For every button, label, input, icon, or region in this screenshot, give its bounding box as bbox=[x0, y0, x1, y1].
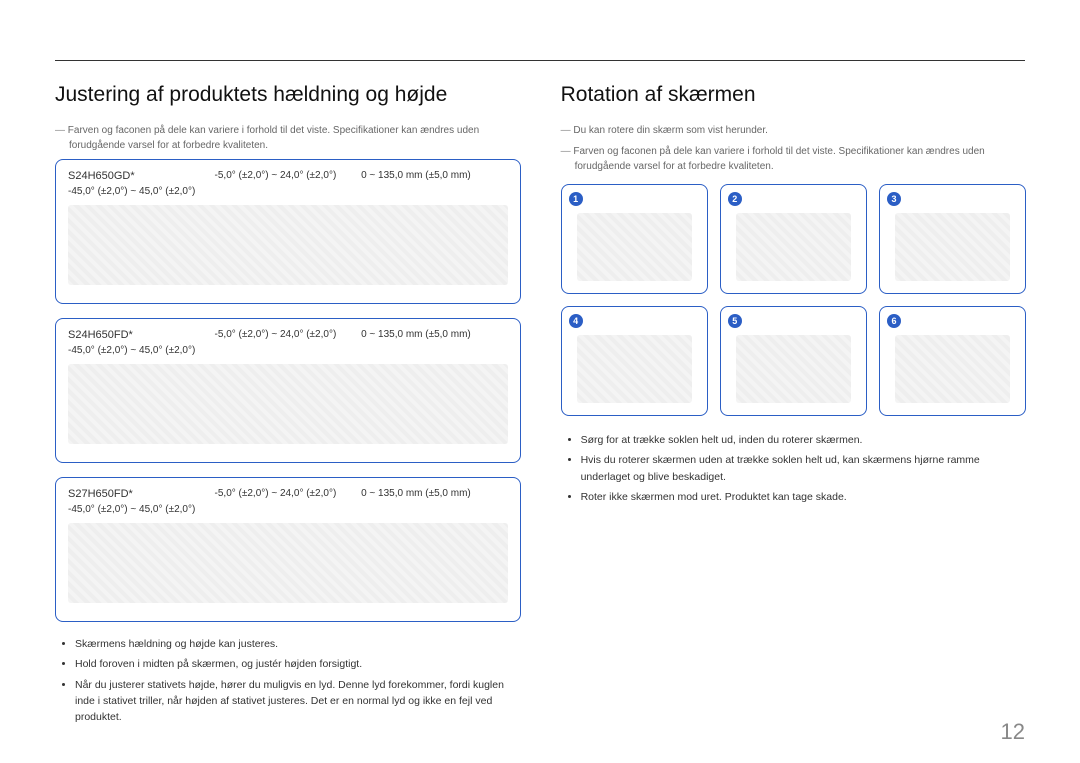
rotation-step-grid: 1 2 3 4 5 6 bbox=[561, 184, 1027, 416]
swivel-1: -45,0° (±2,0°) ~ 45,0° (±2,0°) bbox=[68, 345, 215, 356]
model-code-0: S24H650GD* bbox=[68, 170, 215, 182]
right-note-0: Du kan rotere din skærm som vist herunde… bbox=[561, 123, 1027, 138]
right-bullets: Sørg for at trække soklen helt ud, inden… bbox=[561, 432, 1027, 505]
adjustment-diagram-2 bbox=[68, 523, 508, 603]
tilt-0: -5,0° (±2,0°) ~ 24,0° (±2,0°) bbox=[215, 170, 362, 181]
swivel-2: -45,0° (±2,0°) ~ 45,0° (±2,0°) bbox=[68, 504, 215, 515]
model-code-2: S27H650FD* bbox=[68, 488, 215, 500]
rotation-diagram-4 bbox=[577, 335, 692, 403]
left-heading: Justering af produktets hældning og højd… bbox=[55, 83, 521, 107]
left-note-0: Farven og faconen på dele kan variere i … bbox=[55, 123, 521, 153]
step-number-3: 3 bbox=[887, 192, 901, 206]
swivel-0: -45,0° (±2,0°) ~ 45,0° (±2,0°) bbox=[68, 186, 215, 197]
left-bullets: Skærmens hældning og højde kan justeres.… bbox=[55, 636, 521, 725]
spec-box-0: S24H650GD* -45,0° (±2,0°) ~ 45,0° (±2,0°… bbox=[55, 159, 521, 304]
right-bullet-1: Hvis du roterer skærmen uden at trække s… bbox=[581, 452, 1027, 485]
rotation-step-2: 2 bbox=[720, 184, 867, 294]
tilt-1: -5,0° (±2,0°) ~ 24,0° (±2,0°) bbox=[215, 329, 362, 340]
step-number-2: 2 bbox=[728, 192, 742, 206]
rotation-step-6: 6 bbox=[879, 306, 1026, 416]
adjustment-diagram-1 bbox=[68, 364, 508, 444]
height-1: 0 ~ 135,0 mm (±5,0 mm) bbox=[361, 329, 508, 340]
rotation-diagram-2 bbox=[736, 213, 851, 281]
right-note-1: Farven og faconen på dele kan variere i … bbox=[561, 144, 1027, 174]
spec-box-1: S24H650FD* -45,0° (±2,0°) ~ 45,0° (±2,0°… bbox=[55, 318, 521, 463]
left-bullet-0: Skærmens hældning og højde kan justeres. bbox=[75, 636, 521, 652]
height-2: 0 ~ 135,0 mm (±5,0 mm) bbox=[361, 488, 508, 499]
rotation-step-4: 4 bbox=[561, 306, 708, 416]
rotation-diagram-5 bbox=[736, 335, 851, 403]
right-heading: Rotation af skærmen bbox=[561, 83, 1027, 107]
right-bullet-2: Roter ikke skærmen mod uret. Produktet k… bbox=[581, 489, 1027, 505]
tilt-2: -5,0° (±2,0°) ~ 24,0° (±2,0°) bbox=[215, 488, 362, 499]
rotation-diagram-6 bbox=[895, 335, 1010, 403]
left-bullet-2: Når du justerer stativets højde, hører d… bbox=[75, 677, 521, 726]
model-code-1: S24H650FD* bbox=[68, 329, 215, 341]
adjustment-diagram-0 bbox=[68, 205, 508, 285]
page-top-divider bbox=[55, 60, 1025, 61]
step-number-1: 1 bbox=[569, 192, 583, 206]
right-bullet-0: Sørg for at trække soklen helt ud, inden… bbox=[581, 432, 1027, 448]
page-number: 12 bbox=[1001, 719, 1025, 745]
rotation-step-3: 3 bbox=[879, 184, 1026, 294]
two-column-layout: Justering af produktets hældning og højd… bbox=[55, 83, 1025, 729]
step-number-5: 5 bbox=[728, 314, 742, 328]
rotation-step-5: 5 bbox=[720, 306, 867, 416]
rotation-diagram-1 bbox=[577, 213, 692, 281]
right-column: Rotation af skærmen Du kan rotere din sk… bbox=[561, 83, 1027, 729]
left-bullet-1: Hold foroven i midten på skærmen, og jus… bbox=[75, 656, 521, 672]
rotation-step-1: 1 bbox=[561, 184, 708, 294]
rotation-diagram-3 bbox=[895, 213, 1010, 281]
left-column: Justering af produktets hældning og højd… bbox=[55, 83, 521, 729]
height-0: 0 ~ 135,0 mm (±5,0 mm) bbox=[361, 170, 508, 181]
spec-box-2: S27H650FD* -45,0° (±2,0°) ~ 45,0° (±2,0°… bbox=[55, 477, 521, 622]
step-number-4: 4 bbox=[569, 314, 583, 328]
step-number-6: 6 bbox=[887, 314, 901, 328]
